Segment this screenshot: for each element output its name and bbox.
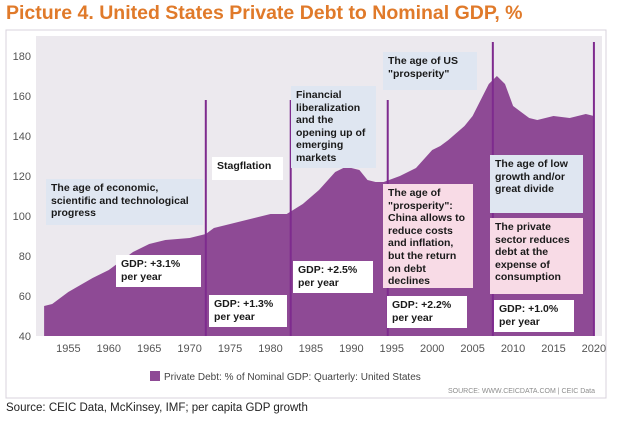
x-tick-label-2000: 2000: [420, 343, 444, 355]
gdp-box-2: GDP: +1.3% per year: [209, 295, 287, 327]
y-tick-label-60: 60: [19, 291, 31, 303]
x-tick-label-2010: 2010: [501, 343, 525, 355]
x-tick-label-1980: 1980: [258, 343, 282, 355]
x-tick-label-2005: 2005: [460, 343, 484, 355]
y-tick-label-100: 100: [13, 211, 31, 223]
gdp-box-1: GDP: +3.1% per year: [116, 255, 201, 287]
annotation-china: The age of "prosperity": China allows to…: [383, 184, 473, 288]
gdp-box-3: GDP: +2.5% per year: [293, 261, 373, 293]
annotation-stagflation: Stagflation: [212, 157, 283, 180]
annotation-financial: Financial liberalization and the opening…: [291, 86, 376, 168]
annotation-private-sector: The private sector reduces debt at the e…: [490, 218, 583, 294]
legend-swatch: [150, 371, 160, 381]
x-tick-label-1970: 1970: [177, 343, 201, 355]
chart-source-label: SOURCE: WWW.CEICDATA.COM | CEIC Data: [448, 388, 595, 395]
x-tick-label-1990: 1990: [339, 343, 363, 355]
y-tick-label-120: 120: [13, 171, 31, 183]
x-tick-label-2020: 2020: [582, 343, 606, 355]
annotation-us-prosperity: The age of US "prosperity": [383, 52, 477, 90]
x-tick-label-1965: 1965: [137, 343, 161, 355]
x-tick-label-1955: 1955: [56, 343, 80, 355]
x-tick-label-2015: 2015: [541, 343, 565, 355]
x-tick-label-1995: 1995: [380, 343, 404, 355]
source-note: Source: CEIC Data, McKinsey, IMF; per ca…: [6, 402, 308, 414]
y-tick-label-160: 160: [13, 91, 31, 103]
x-tick-label-1985: 1985: [299, 343, 323, 355]
y-tick-labels: 40 60 80 100 120 140 160 180: [13, 51, 31, 343]
y-tick-label-140: 140: [13, 131, 31, 143]
gdp-box-4: GDP: +2.2% per year: [387, 296, 467, 328]
x-tick-label-1975: 1975: [218, 343, 242, 355]
x-tick-labels: 1955 1960 1965 1970 1975 1980 1985 1990 1995 2000…: [56, 343, 606, 355]
y-tick-label-40: 40: [19, 331, 31, 343]
x-tick-label-1960: 1960: [97, 343, 121, 355]
annotation-low-growth: The age of low growth and/or great divid…: [490, 155, 583, 213]
legend-label: Private Debt: % of Nominal GDP: Quarterl…: [164, 372, 421, 383]
y-tick-label-80: 80: [19, 251, 31, 263]
chart-title: Picture 4. United States Private Debt to…: [6, 2, 523, 24]
gdp-box-5: GDP: +1.0% per year: [494, 300, 574, 332]
annotation-era1: The age of economic, scientific and tech…: [46, 179, 203, 225]
y-tick-label-180: 180: [13, 51, 31, 63]
